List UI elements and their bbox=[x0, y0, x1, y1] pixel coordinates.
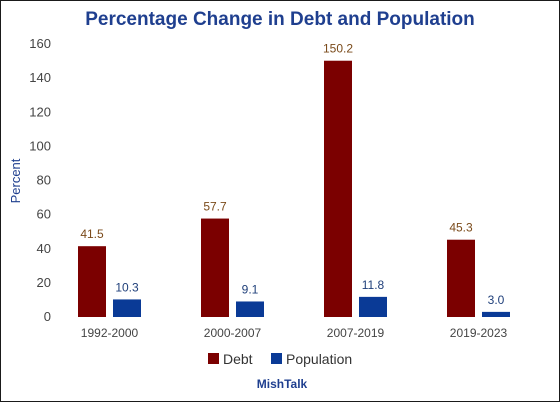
bar-population-2007-2019 bbox=[359, 296, 387, 317]
legend-swatch-debt bbox=[208, 353, 219, 364]
bar-debt-2007-2019 bbox=[324, 60, 352, 317]
y-tick-label: 0 bbox=[44, 309, 51, 324]
y-axis-label: Percent bbox=[8, 158, 23, 203]
data-label-population: 10.3 bbox=[115, 280, 139, 294]
data-labels-group: 41.5 10.3 57.7 9.1 150.2 11.8 45.3 3.0 bbox=[80, 42, 504, 307]
x-tick-label: 2000-2007 bbox=[204, 326, 262, 340]
legend-swatch-population bbox=[271, 353, 282, 364]
chart-title: Percentage Change in Debt and Population bbox=[85, 9, 475, 30]
legend-label-debt: Debt bbox=[223, 351, 253, 367]
x-tick-label: 2007-2019 bbox=[327, 326, 385, 340]
y-tick-label: 140 bbox=[29, 70, 51, 85]
source-label: MishTalk bbox=[257, 377, 308, 391]
bar-population-1992-2000 bbox=[113, 299, 141, 317]
y-tick-label: 80 bbox=[37, 173, 51, 188]
y-tick-label: 60 bbox=[37, 207, 51, 222]
bars-group bbox=[78, 60, 510, 317]
x-axis-ticks: 1992-2000 2000-2007 2007-2019 2019-2023 bbox=[81, 326, 508, 340]
x-tick-label: 2019-2023 bbox=[450, 326, 508, 340]
data-label-debt: 57.7 bbox=[203, 200, 227, 214]
legend-label-population: Population bbox=[286, 351, 352, 367]
data-label-population: 9.1 bbox=[242, 282, 259, 296]
bar-population-2000-2007 bbox=[236, 301, 264, 317]
x-tick-label: 1992-2000 bbox=[81, 326, 139, 340]
data-label-debt: 45.3 bbox=[449, 221, 473, 235]
legend: Debt Population bbox=[208, 351, 352, 367]
y-axis-ticks: 0 20 40 60 80 100 120 140 160 bbox=[29, 36, 51, 324]
bar-population-2019-2023 bbox=[482, 311, 510, 317]
bar-debt-2019-2023 bbox=[447, 239, 475, 317]
data-label-debt: 41.5 bbox=[80, 227, 104, 241]
y-tick-label: 40 bbox=[37, 241, 51, 256]
data-label-population: 3.0 bbox=[488, 293, 505, 307]
y-tick-label: 100 bbox=[29, 138, 51, 153]
bar-debt-2000-2007 bbox=[201, 218, 229, 317]
y-tick-label: 120 bbox=[29, 104, 51, 119]
data-label-debt: 150.2 bbox=[323, 42, 353, 56]
y-tick-label: 160 bbox=[29, 36, 51, 51]
data-label-population: 11.8 bbox=[362, 278, 385, 292]
y-tick-label: 20 bbox=[37, 275, 51, 290]
bar-debt-1992-2000 bbox=[78, 246, 106, 317]
